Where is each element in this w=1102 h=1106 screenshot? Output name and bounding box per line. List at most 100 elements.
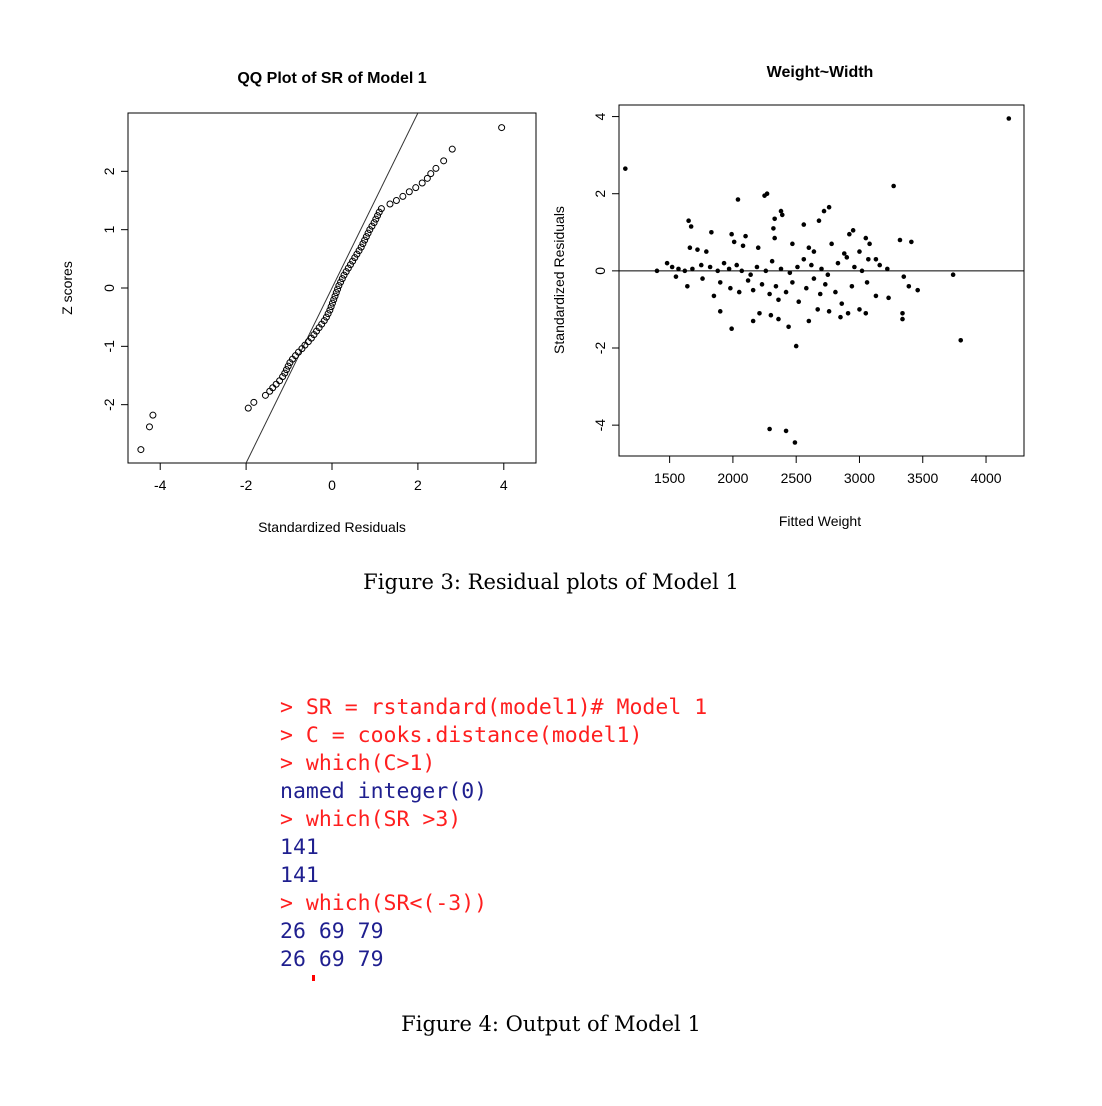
residual-point <box>901 274 907 279</box>
residual-point <box>849 283 855 289</box>
residual-x-tick-label: 2500 <box>781 470 812 486</box>
qq-x-tick-label: -4 <box>154 477 167 493</box>
qq-point <box>351 254 359 262</box>
residual-point <box>796 299 802 305</box>
residual-point <box>885 266 890 272</box>
residual-point <box>847 231 852 237</box>
qq-point <box>362 233 370 241</box>
qq-point <box>440 157 448 165</box>
residual-point <box>688 224 694 229</box>
residual-point <box>726 266 732 272</box>
residual-point <box>783 428 789 434</box>
residual-x-axis-label: Fitted Weight <box>779 513 861 529</box>
residual-point <box>776 316 781 322</box>
residual-point <box>768 312 774 318</box>
qq-point <box>412 184 420 192</box>
residual-point <box>750 318 756 324</box>
console-output-line: 141 <box>280 835 319 860</box>
qq-point <box>281 369 289 377</box>
residual-point <box>754 264 760 270</box>
residual-point <box>792 440 798 445</box>
qq-point <box>374 212 382 220</box>
residual-point <box>819 266 824 272</box>
qq-point <box>326 306 334 314</box>
residual-plots-figure: QQ Plot of SR of Model 1 -4 -2 0 2 4 -2 -1 0 1 2… <box>59 64 1025 535</box>
qq-x-tick-label: 0 <box>328 477 336 493</box>
qq-point <box>372 215 380 223</box>
residual-point <box>772 235 777 241</box>
residual-plot-title: Weight~Width <box>767 64 874 81</box>
residual-point <box>771 226 776 231</box>
qq-point <box>346 261 354 269</box>
qq-point <box>368 222 376 230</box>
qq-plot-title: QQ Plot of SR of Model 1 <box>237 70 426 87</box>
qq-point <box>342 268 350 276</box>
residual-point <box>769 258 775 264</box>
residual-point <box>778 208 784 214</box>
qq-point <box>324 310 332 318</box>
residual-point <box>841 251 847 256</box>
console-command-line: > C = cooks.distance(model1) <box>280 723 643 748</box>
residual-point <box>844 255 850 260</box>
residual-point <box>704 249 709 254</box>
figure-4-caption: Figure 4: Output of Model 1 <box>401 1012 701 1036</box>
console-cursor <box>312 975 315 981</box>
residual-point <box>891 183 896 189</box>
residual-point <box>838 314 843 320</box>
residual-point <box>748 272 753 278</box>
residual-point <box>735 197 741 202</box>
residual-point <box>654 268 660 274</box>
residual-point <box>755 245 761 251</box>
console-command-line: > which(SR<(-3)) <box>280 891 488 916</box>
qq-x-tick-label: 4 <box>500 477 508 493</box>
residual-y-tick-label: 0 <box>592 267 608 275</box>
residual-point <box>826 204 832 210</box>
qq-point <box>272 380 280 388</box>
residual-point <box>764 191 770 197</box>
residual-point <box>709 229 714 235</box>
qq-point <box>250 398 258 406</box>
qq-point <box>392 197 400 204</box>
qq-point <box>335 282 343 290</box>
residual-point <box>873 256 879 262</box>
console-output-line: 141 <box>280 863 319 888</box>
qq-y-tick-label: 0 <box>101 284 117 292</box>
qq-point <box>432 164 440 172</box>
residual-point <box>745 278 751 283</box>
residual-point <box>867 241 872 247</box>
qq-point <box>261 391 269 399</box>
qq-x-axis-label: Standardized Residuals <box>258 519 406 535</box>
residual-point <box>734 262 740 268</box>
qq-point <box>370 219 378 227</box>
residual-point <box>863 310 869 316</box>
qq-point <box>338 275 346 283</box>
qq-point <box>386 200 394 208</box>
residual-plot: Weight~Width 1500 2000 2500 3000 3500 4000 -4… <box>551 64 1025 529</box>
qq-point <box>349 257 357 265</box>
residual-point <box>763 268 769 274</box>
residual-point <box>623 166 628 171</box>
qq-point <box>320 317 328 325</box>
residual-point <box>886 295 891 301</box>
residual-x-tick-label: 3500 <box>907 470 938 486</box>
qq-x-tick-label: -2 <box>240 477 253 493</box>
qq-plot: QQ Plot of SR of Model 1 -4 -2 0 2 4 -2 -1 0 1 2… <box>59 70 537 535</box>
residual-y-tick-label: 4 <box>592 112 608 120</box>
qq-y-tick-label: -2 <box>101 398 117 411</box>
residual-point <box>743 233 748 239</box>
qq-point <box>145 423 153 431</box>
residual-point <box>825 272 831 278</box>
residual-point <box>909 239 914 245</box>
residual-point <box>1006 116 1012 121</box>
qq-point <box>405 188 413 196</box>
residual-point <box>816 218 822 224</box>
qq-point <box>427 170 435 178</box>
figure-3-caption: Figure 3: Residual plots of Model 1 <box>363 570 739 594</box>
qq-point <box>327 303 335 311</box>
qq-point <box>149 411 157 419</box>
qq-point <box>282 366 290 374</box>
qq-y-axis-label: Z scores <box>59 261 75 315</box>
residual-point <box>767 426 772 432</box>
residual-point <box>839 301 845 306</box>
residual-point <box>852 264 857 270</box>
